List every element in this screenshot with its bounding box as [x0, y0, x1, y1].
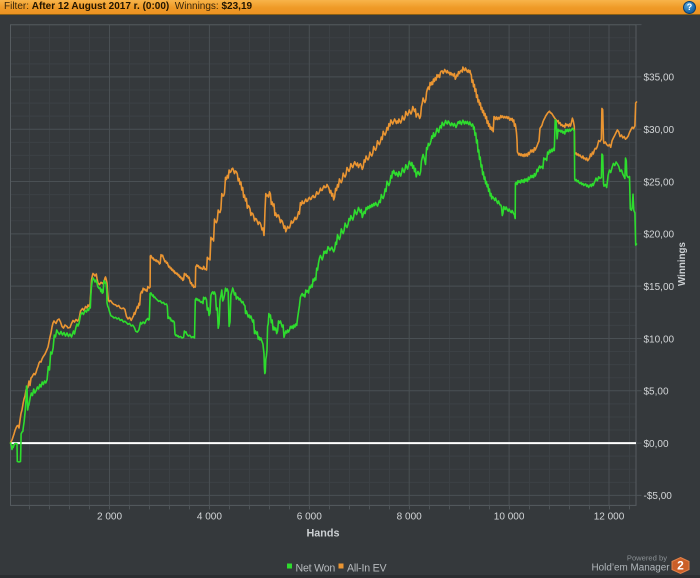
svg-text:$10,00: $10,00 [644, 334, 675, 345]
svg-text:Hands: Hands [307, 528, 340, 540]
svg-text:$35,00: $35,00 [644, 73, 675, 84]
svg-text:All-In EV: All-In EV [347, 563, 388, 575]
svg-text:$20,00: $20,00 [644, 230, 675, 241]
svg-text:2: 2 [677, 559, 684, 573]
svg-text:Net Won: Net Won [296, 563, 336, 575]
svg-text:$30,00: $30,00 [644, 125, 675, 136]
svg-text:Winnings: Winnings [677, 241, 688, 286]
svg-text:Powered by: Powered by [627, 554, 667, 563]
svg-text:Hold’em Manager: Hold’em Manager [592, 563, 671, 574]
svg-text:10 000: 10 000 [494, 512, 525, 523]
svg-text:6 000: 6 000 [297, 512, 322, 523]
svg-text:4 000: 4 000 [197, 512, 222, 523]
svg-text:12 000: 12 000 [594, 512, 625, 523]
svg-text:-$5,00: -$5,00 [644, 491, 673, 502]
svg-text:$0,00: $0,00 [644, 439, 669, 450]
svg-text:2 000: 2 000 [97, 512, 122, 523]
svg-text:8 000: 8 000 [397, 512, 422, 523]
svg-text:$5,00: $5,00 [644, 387, 669, 398]
svg-text:$25,00: $25,00 [644, 177, 675, 188]
svg-text:$15,00: $15,00 [644, 282, 675, 293]
